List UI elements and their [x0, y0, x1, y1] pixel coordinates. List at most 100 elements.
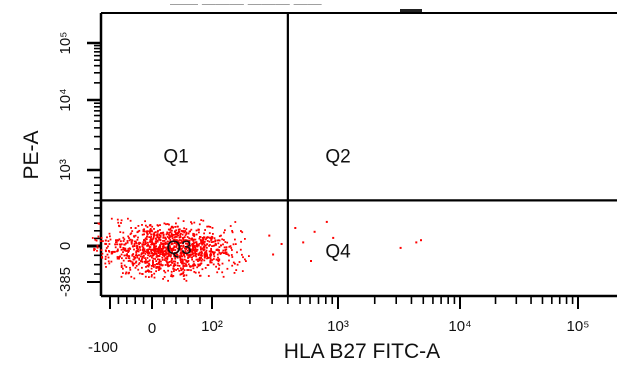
- data-point: [178, 244, 180, 246]
- data-point: [231, 231, 234, 234]
- data-point: [104, 239, 107, 242]
- data-point: [217, 239, 220, 242]
- data-point: [123, 264, 126, 267]
- data-point: [135, 265, 138, 267]
- data-point: [231, 249, 233, 251]
- data-point: [130, 275, 133, 278]
- data-point: [107, 256, 110, 259]
- data-point: [187, 241, 190, 244]
- data-point: [186, 269, 189, 271]
- data-point: [141, 245, 144, 248]
- data-point: [150, 254, 152, 257]
- data-point: [148, 259, 151, 262]
- data-point: [202, 239, 204, 242]
- data-point: [124, 242, 127, 245]
- data-point: [200, 241, 202, 244]
- data-point: [145, 266, 147, 268]
- data-point: [155, 270, 157, 273]
- data-point: [149, 239, 152, 241]
- data-point: [104, 255, 107, 258]
- data-point: [144, 257, 146, 259]
- data-point: [192, 252, 195, 255]
- data-point: [132, 245, 134, 248]
- data-point: [144, 237, 147, 240]
- data-point: [180, 229, 183, 232]
- data-point: [175, 233, 177, 236]
- data-point: [123, 243, 126, 246]
- data-point: [144, 271, 147, 273]
- data-point: [198, 237, 201, 240]
- data-point: [209, 256, 212, 258]
- data-point: [174, 249, 176, 251]
- data-point: [152, 263, 154, 266]
- data-point: [137, 236, 139, 239]
- data-point: [203, 253, 206, 255]
- data-point: [224, 252, 227, 255]
- quadrant-label: Q3: [166, 238, 191, 259]
- data-point: [130, 260, 132, 263]
- data-point: [153, 243, 156, 245]
- data-point: [145, 224, 147, 227]
- data-point: [190, 237, 192, 240]
- data-point: [141, 233, 144, 236]
- data-point: [118, 256, 120, 258]
- data-point: [141, 258, 143, 261]
- data-point: [189, 254, 192, 257]
- data-point: [143, 230, 146, 233]
- data-point: [248, 255, 250, 257]
- data-point: [169, 231, 172, 233]
- data-point: [142, 241, 145, 244]
- data-point: [97, 235, 100, 238]
- data-point: [120, 222, 122, 224]
- data-point: [195, 253, 198, 255]
- data-point: [185, 248, 188, 251]
- data-point: [120, 219, 123, 222]
- data-point: [137, 263, 140, 266]
- data-point: [181, 247, 183, 250]
- tick-labels: -100 0 10² 10³ 10⁴ 10⁵ -385 0 10³ 10⁴ 10⁵: [57, 32, 589, 356]
- data-point: [241, 231, 244, 234]
- data-point: [148, 270, 150, 273]
- data-point: [167, 265, 169, 268]
- data-point: [120, 266, 123, 268]
- data-point: [130, 227, 132, 229]
- data-point: [183, 255, 186, 258]
- data-point: [183, 265, 186, 267]
- data-point: [181, 230, 184, 233]
- data-point: [135, 260, 138, 263]
- data-point: [128, 255, 131, 257]
- data-point: [173, 260, 176, 263]
- data-point: [239, 248, 242, 251]
- data-point: [150, 238, 153, 241]
- data-point: [143, 233, 145, 236]
- data-point: [147, 244, 149, 247]
- data-point: [164, 257, 167, 259]
- data-point: [158, 267, 161, 269]
- data-point: [171, 229, 173, 232]
- data-point: [193, 242, 195, 244]
- data-point: [100, 237, 103, 239]
- data-point: [185, 259, 188, 262]
- data-point: [177, 247, 180, 250]
- data-point: [170, 232, 173, 235]
- data-point: [163, 242, 166, 245]
- data-point: [204, 229, 206, 231]
- data-point: [120, 243, 122, 246]
- data-point: [192, 248, 194, 250]
- data-point: [182, 252, 185, 254]
- data-point: [105, 266, 107, 268]
- data-point: [143, 239, 145, 242]
- data-point: [115, 241, 117, 244]
- data-point: [118, 243, 121, 246]
- data-point: [240, 230, 242, 232]
- data-point: [123, 238, 126, 241]
- data-point: [133, 248, 135, 251]
- data-point: [168, 261, 171, 263]
- data-point: [182, 240, 184, 243]
- data-point: [120, 264, 123, 267]
- data-point: [161, 249, 164, 252]
- data-point: [180, 260, 182, 263]
- data-point: [126, 240, 129, 242]
- data-point: [155, 263, 158, 265]
- data-point: [112, 250, 114, 253]
